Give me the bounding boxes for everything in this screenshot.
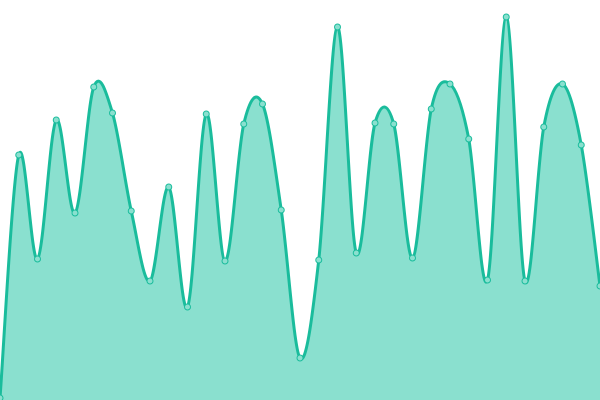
data-point (259, 100, 266, 108)
data-markers (0, 13, 600, 400)
data-point (184, 303, 191, 311)
data-point (296, 354, 304, 362)
data-point (165, 183, 173, 191)
data-point (127, 207, 135, 215)
area-fill (0, 17, 600, 400)
data-point (240, 120, 248, 128)
data-point (465, 135, 473, 143)
data-point (146, 277, 154, 285)
data-point (352, 249, 360, 257)
data-point (390, 120, 398, 128)
data-point (52, 116, 60, 124)
data-point (521, 277, 529, 285)
data-point (540, 123, 548, 131)
data-point (596, 282, 600, 290)
data-point (446, 80, 454, 88)
data-point (409, 254, 416, 262)
data-point (90, 83, 98, 91)
data-point (202, 110, 210, 118)
data-point (371, 119, 379, 127)
data-point (315, 256, 323, 264)
data-point (15, 151, 23, 159)
data-point (221, 257, 229, 265)
data-point (334, 23, 341, 31)
data-point (0, 394, 4, 400)
data-point (577, 141, 585, 149)
data-point (427, 105, 435, 113)
data-point (71, 209, 79, 217)
data-point (502, 13, 510, 21)
data-point (559, 80, 566, 88)
data-point (109, 109, 116, 117)
data-point (484, 276, 491, 284)
data-point (34, 255, 41, 263)
data-point (277, 206, 285, 214)
